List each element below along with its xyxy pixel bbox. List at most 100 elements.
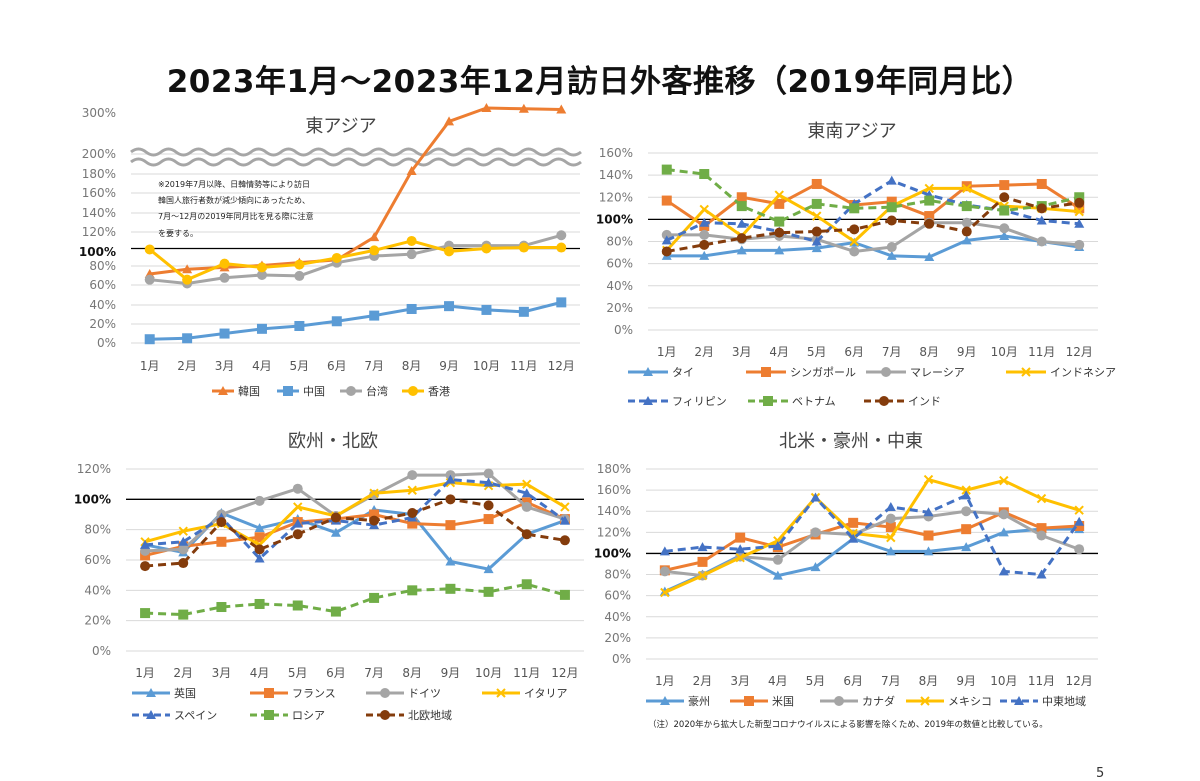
data-point <box>1074 218 1085 228</box>
data-point <box>885 513 896 524</box>
y-tick-label: 140% <box>599 168 633 182</box>
data-point <box>406 235 417 246</box>
data-point <box>521 488 532 498</box>
legend-item-label: ロシア <box>292 709 325 722</box>
x-tick-label: 3月 <box>732 345 752 359</box>
data-point <box>661 235 672 245</box>
legend-item-label: タイ <box>672 366 694 379</box>
legend-item-label: イタリア <box>524 687 568 700</box>
x-tick-label: 2月 <box>177 359 197 373</box>
x-tick-label: 5月 <box>807 345 827 359</box>
y-tick-label: 120% <box>599 190 633 204</box>
data-point <box>144 334 155 345</box>
data-point <box>178 558 189 569</box>
data-point <box>182 333 193 344</box>
x-tick-label: 10月 <box>473 359 500 373</box>
data-point <box>518 242 529 253</box>
data-point <box>292 518 303 528</box>
chart-note: ※2019年7月以降、日韓情勢等により訪日 <box>158 179 310 189</box>
data-point <box>1036 493 1047 504</box>
legend-item-label: 香港 <box>428 385 450 398</box>
data-point <box>407 518 418 529</box>
data-point <box>144 244 155 255</box>
legend-item-label: フィリピン <box>672 395 727 408</box>
data-point <box>1036 236 1047 247</box>
data-point <box>1074 239 1085 250</box>
data-point <box>774 190 784 200</box>
x-tick-label: 12月 <box>551 666 578 680</box>
data-point <box>331 316 342 327</box>
x-tick-label: 7月 <box>881 674 901 688</box>
data-point <box>1074 516 1085 526</box>
data-point <box>330 512 341 523</box>
data-point <box>254 523 265 533</box>
x-tick-label: 11月 <box>510 359 537 373</box>
data-point <box>699 250 710 260</box>
data-point <box>293 502 303 512</box>
data-point <box>445 520 456 531</box>
data-point <box>483 564 494 574</box>
data-point <box>481 103 492 112</box>
data-point <box>736 192 747 203</box>
data-point <box>774 216 785 227</box>
y-tick-label: 160% <box>82 186 116 200</box>
data-point <box>924 195 935 206</box>
data-point <box>219 258 230 269</box>
data-point <box>483 514 494 525</box>
y-tick-label: 200% <box>82 147 116 161</box>
series-line-4 <box>666 179 1080 243</box>
data-point <box>331 252 342 263</box>
y-tick-label: 0% <box>614 323 633 337</box>
data-point <box>406 303 417 314</box>
x-tick-label: 4月 <box>250 666 270 680</box>
data-point <box>1036 523 1047 534</box>
x-tick-label: 6月 <box>326 666 346 680</box>
data-point <box>774 198 785 209</box>
legend-item-label: インド <box>908 395 941 408</box>
data-point <box>962 183 972 194</box>
y-tick-label: 100% <box>594 546 631 560</box>
x-tick-label: 4月 <box>769 345 789 359</box>
legend-item-marker <box>380 710 390 720</box>
data-point <box>736 233 747 244</box>
data-point <box>1074 192 1085 203</box>
data-point <box>369 245 380 256</box>
y-tick-label: 120% <box>597 525 631 539</box>
y-tick-label: 60% <box>604 589 631 603</box>
data-point <box>444 116 455 126</box>
legend-item-label: 米国 <box>772 695 794 708</box>
x-tick-label: 9月 <box>439 359 459 373</box>
y-tick-label: 60% <box>84 553 111 567</box>
data-point <box>849 236 859 247</box>
x-tick-label: 3月 <box>212 666 232 680</box>
legend-item-label: マレーシア <box>910 366 965 379</box>
data-point <box>556 297 567 308</box>
data-point <box>559 515 570 525</box>
y-tick-label: 20% <box>604 631 631 645</box>
data-point <box>998 566 1009 576</box>
x-tick-label: 4月 <box>768 674 788 688</box>
data-point <box>999 205 1010 216</box>
x-tick-label: 11月 <box>513 666 540 680</box>
data-point <box>1074 206 1084 217</box>
legend-item-marker <box>218 386 228 395</box>
data-point <box>811 226 822 237</box>
data-point <box>1036 215 1047 225</box>
data-point <box>254 598 265 609</box>
y-tick-label: 180% <box>597 462 631 476</box>
series-line-3 <box>664 478 1080 594</box>
data-point <box>961 524 972 535</box>
data-point <box>886 215 897 226</box>
data-point <box>1074 505 1084 515</box>
y-tick-label: 40% <box>84 583 111 597</box>
data-point <box>444 246 455 257</box>
legend-item-label: インドネシア <box>1050 366 1116 379</box>
data-point <box>885 546 896 556</box>
y-tick-label: 20% <box>89 317 116 331</box>
data-point <box>885 522 896 533</box>
data-point <box>659 546 670 556</box>
data-point <box>699 229 710 240</box>
y-tick-label: 0% <box>92 644 111 658</box>
data-point <box>699 217 710 227</box>
data-point <box>735 532 746 543</box>
